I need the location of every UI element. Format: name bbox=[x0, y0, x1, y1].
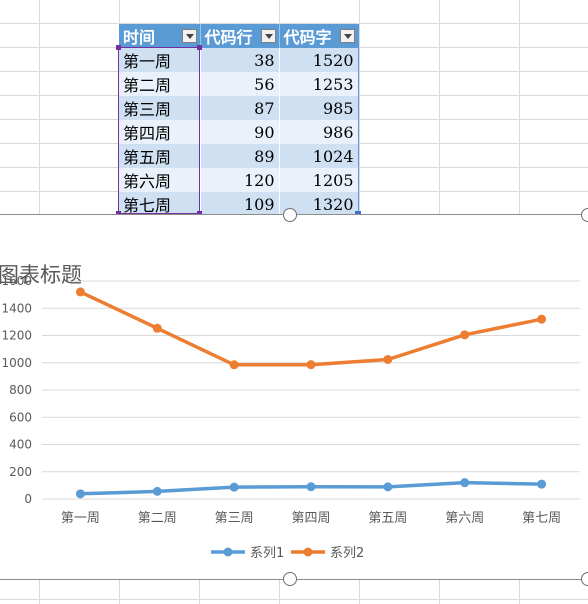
table-cell[interactable]: 第四周 bbox=[119, 120, 201, 144]
table-cell[interactable]: 120 bbox=[200, 168, 280, 192]
data-point[interactable] bbox=[383, 354, 393, 364]
table-cell[interactable]: 1024 bbox=[279, 144, 359, 168]
header-label: 代码行 bbox=[204, 28, 253, 47]
data-point[interactable] bbox=[229, 482, 239, 492]
chart-area[interactable]: 0 200 400 600 800 1000 1200 1400 1600 第一周 第二周 第三周 第… bbox=[0, 214, 588, 580]
table-cell[interactable]: 1320 bbox=[279, 192, 359, 216]
table-cell[interactable]: 1205 bbox=[279, 168, 359, 192]
table-cell[interactable]: 87 bbox=[200, 96, 280, 120]
table-cell[interactable]: 986 bbox=[279, 120, 359, 144]
table-row: 第四周 90 986 bbox=[119, 120, 359, 144]
header-label: 代码字 bbox=[283, 28, 332, 47]
table-row: 第一周 38 1520 bbox=[119, 48, 359, 72]
x-tick-label: 第四周 bbox=[291, 511, 330, 526]
table-row: 第七周 109 1320 bbox=[119, 192, 359, 216]
table-cell[interactable]: 89 bbox=[200, 144, 280, 168]
table-row: 第三周 87 985 bbox=[119, 96, 359, 120]
table-cell[interactable]: 第一周 bbox=[119, 48, 201, 72]
data-point[interactable] bbox=[306, 360, 316, 370]
x-tick-label: 第三周 bbox=[215, 511, 254, 526]
filter-dropdown-icon[interactable] bbox=[181, 29, 197, 43]
filter-dropdown-icon[interactable] bbox=[260, 29, 276, 43]
table-cell[interactable]: 90 bbox=[200, 120, 280, 144]
table-cell[interactable]: 第三周 bbox=[119, 96, 201, 120]
table-cell[interactable]: 第二周 bbox=[119, 72, 201, 96]
y-tick-label: 1600 bbox=[1, 274, 32, 288]
table-cell[interactable]: 1520 bbox=[279, 48, 359, 72]
chart-legend[interactable]: 系列1 系列2 bbox=[211, 546, 364, 561]
x-tick-label: 第一周 bbox=[61, 511, 100, 526]
y-tick-label: 800 bbox=[9, 383, 32, 397]
header-cell-lines[interactable]: 代码行 bbox=[200, 24, 280, 48]
data-point[interactable] bbox=[460, 478, 470, 488]
filter-dropdown-icon[interactable] bbox=[339, 29, 355, 43]
table-row: 第二周 56 1253 bbox=[119, 72, 359, 96]
header-label: 时间 bbox=[123, 28, 156, 47]
header-cell-time[interactable]: 时间 bbox=[119, 24, 201, 48]
line-chart: 0 200 400 600 800 1000 1200 1400 1600 第一周 第二周 第三周 第… bbox=[0, 263, 580, 561]
data-point[interactable] bbox=[75, 287, 85, 297]
series-line-2[interactable] bbox=[78, 290, 544, 367]
chart-title[interactable]: 图表标题 bbox=[0, 263, 82, 287]
x-tick-label: 第七周 bbox=[522, 511, 561, 526]
table-cell[interactable]: 985 bbox=[279, 96, 359, 120]
y-tick-label: 600 bbox=[9, 410, 32, 424]
data-point[interactable] bbox=[152, 323, 162, 333]
table-row: 第五周 89 1024 bbox=[119, 144, 359, 168]
table-cell[interactable]: 第五周 bbox=[119, 144, 201, 168]
data-point[interactable] bbox=[152, 486, 162, 496]
table-cell[interactable]: 1253 bbox=[279, 72, 359, 96]
y-tick-label: 400 bbox=[9, 438, 32, 452]
y-tick-label: 1000 bbox=[1, 356, 32, 370]
header-cell-chars[interactable]: 代码字 bbox=[279, 24, 359, 48]
table-cell[interactable]: 56 bbox=[200, 72, 280, 96]
data-point[interactable] bbox=[537, 314, 547, 324]
table-cell[interactable]: 38 bbox=[200, 48, 280, 72]
data-point[interactable] bbox=[460, 330, 470, 340]
table-cell[interactable]: 第七周 bbox=[119, 192, 201, 216]
data-point[interactable] bbox=[383, 482, 393, 492]
x-tick-label: 第二周 bbox=[138, 511, 177, 526]
table-row: 第六周 120 1205 bbox=[119, 168, 359, 192]
table-cell[interactable]: 第六周 bbox=[119, 168, 201, 192]
legend-label: 系列1 bbox=[250, 546, 284, 561]
table-cell[interactable]: 109 bbox=[200, 192, 280, 216]
table-header-row: 时间 代码行 代码字 bbox=[119, 24, 359, 48]
legend-marker bbox=[223, 547, 233, 557]
data-table: 时间 代码行 代码字 第一周 38 1520 第二周 56 1253 第三周 bbox=[119, 24, 359, 216]
y-tick-label: 1200 bbox=[1, 329, 32, 343]
y-tick-label: 0 bbox=[24, 492, 32, 506]
data-point[interactable] bbox=[229, 360, 239, 370]
x-tick-label: 第五周 bbox=[368, 511, 407, 526]
data-point[interactable] bbox=[306, 482, 316, 492]
x-tick-label: 第六周 bbox=[445, 511, 484, 526]
y-tick-label: 1400 bbox=[1, 301, 32, 315]
data-point[interactable] bbox=[75, 489, 85, 499]
y-tick-label: 200 bbox=[9, 465, 32, 479]
legend-marker bbox=[303, 547, 313, 557]
data-point[interactable] bbox=[537, 479, 547, 489]
table-border bbox=[358, 24, 359, 214]
legend-label: 系列2 bbox=[330, 546, 364, 561]
